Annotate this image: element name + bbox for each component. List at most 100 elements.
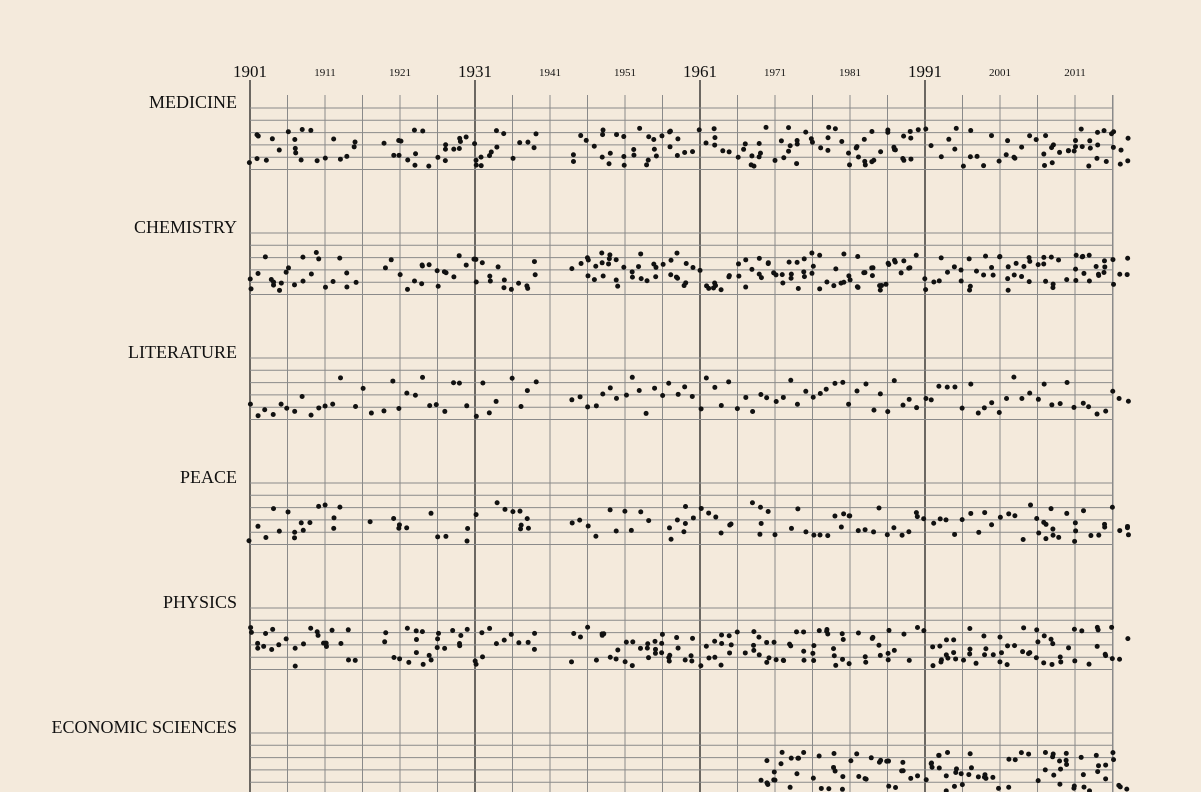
laureate-dot [1087,145,1093,151]
laureate-dot [1057,781,1063,787]
laureate-dot [443,142,449,148]
laureate-dot [690,635,696,641]
laureate-dot [246,160,252,166]
laureate-dot [615,283,621,289]
laureate-dot [316,405,322,411]
laureate-dot [391,152,397,158]
laureate-dot [298,157,304,163]
laureate-dot [1095,627,1101,633]
laureate-dot [255,523,261,529]
laureate-dot [839,631,845,637]
laureate-dot [780,394,786,400]
laureate-dot [794,141,800,147]
laureate-dot [772,777,778,783]
laureate-dot [906,396,912,402]
laureate-dot [450,627,456,633]
laureate-dot [801,256,807,262]
laureate-dot [967,626,973,632]
laureate-dot [968,381,974,387]
laureate-dot [1057,149,1063,155]
laureate-dot [631,152,637,158]
laureate-dot [861,136,867,142]
laureate-dot [494,500,500,506]
laureate-dot [1050,532,1056,538]
laureate-dot [1050,641,1056,647]
laureate-dot [451,146,457,152]
laureate-dot [1065,148,1071,154]
laureate-dot [630,639,636,645]
laureate-dot [1086,163,1092,169]
laureate-dot [952,384,958,390]
laureate-dot [907,128,913,134]
laureate-dot [659,640,665,646]
laureate-dot [578,261,584,267]
laureate-dot [862,162,868,168]
laureate-dot [1117,528,1123,534]
laureate-dot [779,749,785,755]
laureate-dot [915,127,921,133]
laureate-dot [742,650,748,656]
laureate-dot [891,525,897,531]
laureate-dot [809,270,815,276]
laureate-dot [690,515,696,521]
laureate-dot [996,410,1002,416]
laureate-dot [1095,271,1101,277]
laureate-dot [831,653,837,659]
laureate-dot [953,656,959,662]
laureate-dot [787,143,793,149]
laureate-dot [427,403,433,409]
laureate-dot [464,403,470,409]
category-label: ECONOMIC SCIENCES [51,717,237,737]
laureate-dot [636,264,642,270]
laureate-dot [958,771,964,777]
laureate-dot [886,783,892,789]
laureate-dot [1095,769,1101,775]
laureate-dot [480,654,486,660]
laureate-dot [667,129,673,135]
laureate-dot [621,264,627,270]
laureate-dot [756,255,762,261]
laureate-dot [1012,513,1018,519]
laureate-dot [1051,772,1057,778]
laureate-dot [577,634,583,640]
laureate-dot [300,254,306,260]
laureate-dot [442,158,448,164]
laureate-dot [601,631,607,637]
laureate-dot [600,391,606,397]
laureate-dot [486,410,492,416]
laureate-dot [884,758,890,764]
laureate-dot [600,132,606,138]
laureate-dot [855,253,861,259]
laureate-dot [1018,750,1024,756]
laureate-dot [688,653,694,659]
laureate-dot [367,519,373,525]
laureate-dot [712,142,718,148]
laureate-dot [351,144,357,150]
laureate-dot [951,637,957,643]
laureate-dot [781,658,787,664]
laureate-dot [712,638,718,644]
laureate-dot [396,152,402,158]
laureate-dot [479,260,485,266]
laureate-dot [1006,784,1012,790]
category-label: PHYSICS [163,592,237,612]
laureate-dot [856,774,862,780]
laureate-dot [668,272,674,278]
laureate-dot [487,278,493,284]
laureate-dot [404,390,410,396]
laureate-dot [646,655,652,661]
laureate-dot [651,146,657,152]
laureate-dot [748,162,754,168]
laureate-dot [817,391,823,397]
laureate-dot [420,661,426,667]
laureate-dot [494,144,500,150]
laureate-dot [413,151,419,157]
laureate-dot [727,522,733,528]
laureate-dot [1064,379,1070,385]
laureate-dot [863,776,869,782]
laureate-dot [1033,655,1039,661]
laureate-dot [863,659,869,665]
laureate-dot [278,280,284,286]
laureate-dot [773,272,779,278]
laureate-dot [1064,277,1070,283]
